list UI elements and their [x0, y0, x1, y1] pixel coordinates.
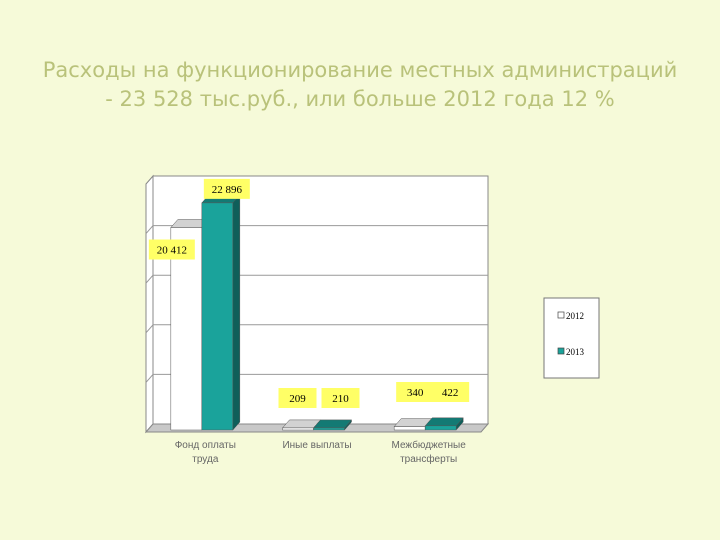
category-label: труда: [192, 454, 219, 465]
legend-box: [543, 297, 600, 379]
gridline-side: [145, 225, 154, 234]
data-label-box: [321, 388, 360, 408]
data-label-2012: 340: [407, 387, 424, 399]
legend-swatch-2013: [557, 347, 565, 355]
bar-2013: [313, 427, 345, 431]
bar-2013: [201, 202, 234, 431]
data-label-box: [278, 388, 317, 408]
data-label-2012: 20 412: [157, 245, 187, 257]
bar-side-2013: [232, 194, 241, 431]
category-label: Межбюджетные: [392, 439, 467, 451]
slide-title-line-1: Расходы на функционирование местных адми…: [42, 58, 678, 82]
slide-title-line-2: - 23 528 тыс.руб., или больше 2012 года …: [105, 87, 615, 111]
data-label-box: [396, 382, 435, 402]
category-label: Иные выплаты: [282, 440, 351, 451]
category-label: Фонд оплаты: [175, 440, 236, 451]
legend-label-2012: 2012: [566, 311, 584, 321]
legend-swatch-2012: [557, 311, 565, 319]
data-label-2013: 422: [442, 387, 459, 399]
data-label-2013: 22 896: [212, 184, 243, 196]
gridline-side: [145, 374, 154, 383]
data-label-2012: 209: [289, 393, 306, 405]
data-label-box: [148, 239, 195, 260]
bar-2012: [393, 426, 426, 431]
bar-2013: [424, 425, 457, 431]
data-label-box: [203, 178, 250, 199]
data-label-2013: 210: [332, 393, 349, 405]
bar-2012: [282, 427, 314, 431]
bar-2012: [170, 227, 203, 431]
category-label: трансферты: [400, 453, 457, 465]
legend-label-2013: 2013: [566, 347, 585, 357]
slide-title: Расходы на функционирование местных адми…: [20, 56, 700, 114]
gridline-side: [145, 324, 154, 334]
gridline-side: [145, 274, 154, 284]
plot-side-wall: [145, 174, 154, 434]
data-label-box: [431, 382, 470, 402]
